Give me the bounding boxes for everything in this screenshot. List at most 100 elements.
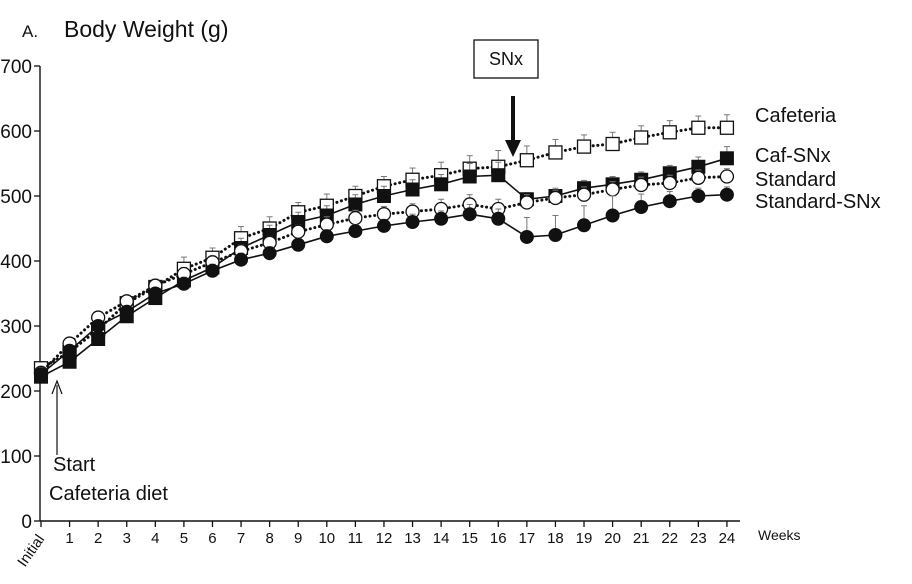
data-point [491,168,506,183]
data-point [691,189,706,203]
x-tick-label: 8 [265,530,273,547]
legend-label: Cafeteria [755,105,837,127]
data-point [576,187,592,202]
legend-label: Standard-SNx [755,191,881,213]
snx-annotation: SNx [473,39,539,157]
panel-label: A. [22,22,38,41]
y-tick-label: 400 [0,252,32,273]
data-point [548,228,563,242]
x-tick-label: 3 [123,530,131,547]
data-point [319,217,334,232]
data-point [348,197,363,212]
data-point [519,229,534,244]
data-point [634,130,649,145]
x-tick-label: 7 [237,530,245,547]
x-tick-label: 9 [294,530,302,547]
data-point [376,207,392,222]
data-point [662,125,677,140]
data-point [576,139,592,154]
cafeteria-diet-label: Cafeteria diet [49,483,168,505]
x-tick-label: 15 [461,530,478,547]
x-tick-label: 20 [604,530,621,547]
data-point [262,246,277,261]
data-point [548,190,563,206]
data-point [91,332,106,346]
data-point [462,207,477,222]
data-point [719,151,734,166]
snx-label: SNx [489,49,523,69]
y-tick-label: 500 [0,187,32,208]
x-tick-label: 5 [180,530,188,547]
data-point [376,218,391,233]
x-ticks: Initial 1 2 3 4 5 6 7 8 9 10 11 12 13 14 15 16 17 18 19 20 21… [14,521,735,570]
data-point [662,194,677,209]
x-tick-label: 18 [547,530,564,547]
x-tick-label: 10 [318,530,335,547]
start-label: Start [53,454,96,476]
x-tick-label: 24 [719,530,736,547]
y-tick-label: 0 [21,512,32,533]
data-point [62,343,77,358]
data-point [519,195,535,210]
x-tick-label: Initial [14,532,48,570]
data-point [176,276,191,291]
x-tick-label: 17 [519,530,536,547]
x-tick-label: 12 [376,530,393,547]
data-point [634,200,649,215]
data-point [34,367,48,382]
x-tick-label: 11 [348,530,364,547]
data-point [234,252,249,267]
legend-label: Caf-SNx [755,145,831,167]
x-tick-label: 2 [94,530,102,547]
data-point [405,215,420,229]
data-point [462,169,477,184]
data-point [605,208,620,223]
data-point [319,229,334,244]
data-point [662,175,677,191]
x-tick-label: 13 [404,530,421,547]
start-annotation: Start Cafeteria diet [49,379,168,505]
data-point [119,304,134,319]
data-point [291,237,306,252]
data-point [348,210,363,226]
series-layer [33,114,735,384]
data-point [719,120,735,135]
data-point [605,182,620,197]
data-point [148,286,163,301]
data-point [691,170,706,185]
data-point [405,182,420,197]
y-tick-label: 700 [0,57,32,78]
x-tick-label: 23 [690,530,707,547]
data-point [577,218,592,233]
axes [39,66,740,522]
x-tick-label: 14 [433,530,450,547]
data-point [91,319,106,333]
y-tick-label: 600 [0,122,32,143]
data-point [519,153,535,168]
x-axis-label: Weeks [758,527,801,543]
data-point [348,224,363,239]
data-point [605,136,620,152]
y-ticks: 0 100 200 300 400 500 600 700 [0,57,40,533]
x-tick-label: 1 [65,530,73,547]
data-point [691,120,706,135]
data-point [491,211,506,226]
x-tick-label: 22 [661,530,678,547]
data-point [434,177,449,192]
data-point [548,145,563,160]
data-point [376,189,391,203]
x-tick-label: 6 [208,530,216,547]
x-tick-label: 21 [633,530,650,547]
data-point [634,177,649,193]
data-point [205,263,220,278]
data-point [719,187,734,202]
y-tick-label: 100 [0,447,32,468]
y-tick-label: 300 [0,317,32,338]
x-tick-label: 19 [576,530,593,547]
data-point [434,211,449,226]
series-line [39,126,729,370]
x-tick-label: 16 [490,530,507,547]
series-cafeteria [33,114,735,376]
